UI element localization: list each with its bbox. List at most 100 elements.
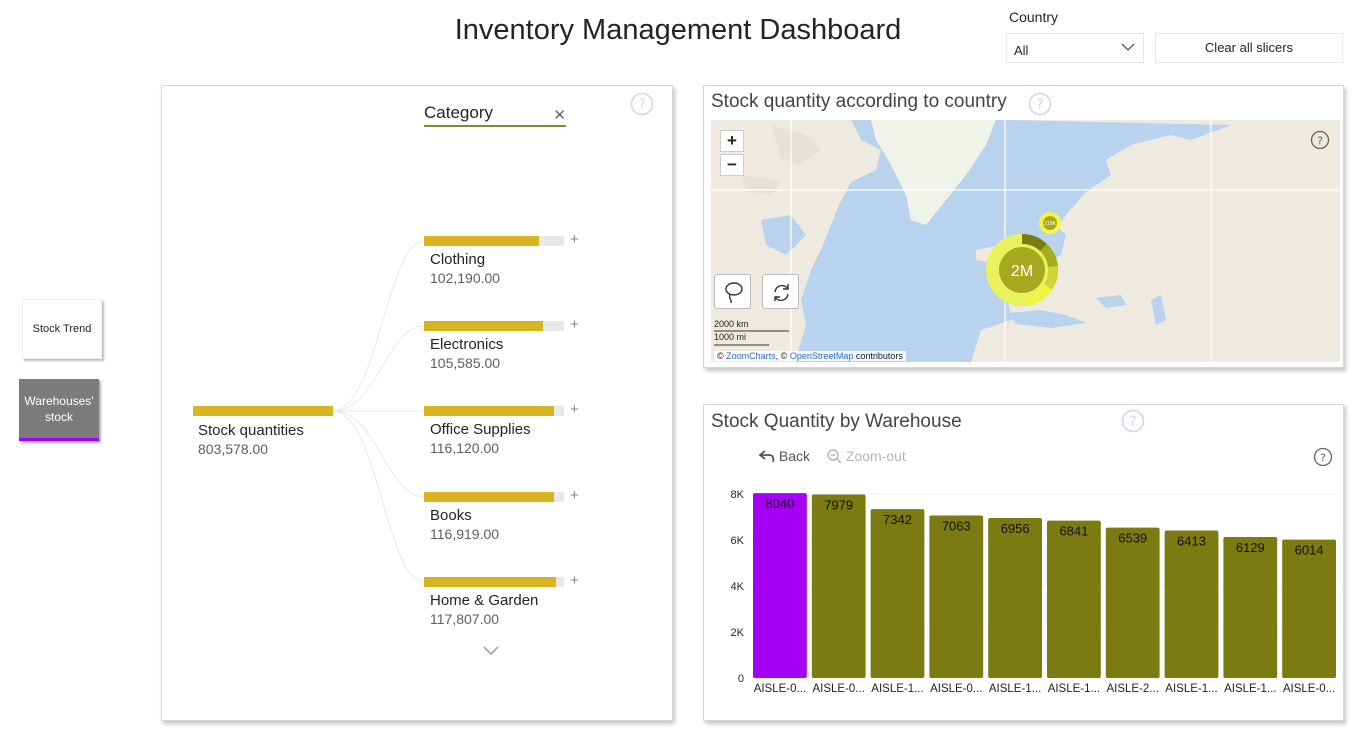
reset-map-button[interactable] xyxy=(762,274,799,309)
help-icon[interactable]: ? xyxy=(1028,92,1052,116)
chevron-down-icon[interactable] xyxy=(482,643,500,657)
sea-hudson-bay xyxy=(761,215,806,255)
bar[interactable] xyxy=(1223,537,1278,678)
x-tick-label: AISLE-1... xyxy=(989,683,1041,695)
chevron-down-icon xyxy=(1121,43,1135,51)
country-dropdown[interactable]: All xyxy=(1006,33,1144,63)
cluster-segment xyxy=(1026,284,1052,306)
tree-node-bar-office-supplies[interactable] xyxy=(424,406,564,416)
bar[interactable] xyxy=(870,509,925,678)
map-geography: 2M 210K xyxy=(711,120,1340,362)
tree-node-label: Office Supplies xyxy=(430,421,531,438)
back-arrow-icon xyxy=(758,450,775,463)
clear-all-slicers-button[interactable]: Clear all slicers xyxy=(1155,33,1343,63)
tree-node-bar-fill xyxy=(424,577,556,587)
help-icon[interactable]: ? xyxy=(630,92,654,116)
category-level-header[interactable]: Category ✕ xyxy=(424,103,566,127)
expand-plus-icon[interactable]: + xyxy=(570,401,579,418)
cluster-core xyxy=(1043,216,1057,230)
x-tick-label: AISLE-2... xyxy=(1106,683,1158,695)
zoom-in-button[interactable]: + xyxy=(720,130,744,152)
expand-plus-icon[interactable]: + xyxy=(570,487,579,504)
sea-black xyxy=(1096,295,1126,308)
tree-connectors xyxy=(332,240,425,583)
bar[interactable] xyxy=(1282,539,1336,678)
stock-trend-nav-button[interactable]: Stock Trend xyxy=(22,299,102,359)
bar-data-label: 7063 xyxy=(942,519,971,534)
tree-node-label: Electronics xyxy=(430,336,504,353)
map-scale: 2000 km 1000 mi xyxy=(714,319,790,342)
svg-text:?: ? xyxy=(638,97,645,113)
bar[interactable] xyxy=(811,494,866,678)
tree-node-bar-home-garden[interactable] xyxy=(424,577,564,587)
close-icon[interactable]: ✕ xyxy=(553,107,566,124)
bar[interactable] xyxy=(988,518,1042,678)
bar[interactable] xyxy=(1105,527,1160,678)
tree-node-bar-fill xyxy=(424,492,555,502)
map-cluster-main: 2M xyxy=(986,233,1059,306)
tree-node-bar-clothing[interactable] xyxy=(424,236,564,246)
expand-plus-icon[interactable]: + xyxy=(570,231,579,248)
tree-node-label: Books xyxy=(430,507,472,524)
bar-data-label: 6956 xyxy=(1001,521,1030,536)
zoom-out-button[interactable]: Zoom-out xyxy=(826,448,906,464)
bar-data-label: 6413 xyxy=(1177,534,1206,549)
stock-trend-label: Stock Trend xyxy=(32,323,92,335)
sea-caspian xyxy=(1151,295,1166,325)
x-tick-label: AISLE-0... xyxy=(754,683,806,695)
x-tick-label: AISLE-0... xyxy=(1283,683,1335,695)
tree-node-bar-fill xyxy=(424,321,543,331)
tree-node-bar-electronics[interactable] xyxy=(424,321,564,331)
cluster-segment xyxy=(1022,233,1047,251)
tree-node-label: Home & Garden xyxy=(430,592,539,609)
bar[interactable] xyxy=(1164,530,1219,678)
y-tick-label: 8K xyxy=(731,489,745,501)
back-button[interactable]: Back xyxy=(758,448,810,464)
y-tick-label: 6K xyxy=(731,535,745,547)
magnifier-minus-icon xyxy=(827,449,842,464)
tree-root-bar[interactable] xyxy=(193,406,333,416)
bar[interactable] xyxy=(1047,520,1101,678)
tree-node-bar-books[interactable] xyxy=(424,492,564,502)
cluster-label: 2M xyxy=(1011,263,1033,280)
expand-plus-icon[interactable]: + xyxy=(570,316,579,333)
landmass-africa xyxy=(971,320,1091,362)
bar[interactable] xyxy=(753,493,807,678)
cluster-segment xyxy=(1044,266,1059,290)
bar-data-label: 7342 xyxy=(883,512,912,527)
map-cluster-small: 210K xyxy=(1039,212,1061,234)
y-tick-label: 0 xyxy=(738,673,744,685)
page-title: Inventory Management Dashboard xyxy=(454,14,902,46)
landmass-eurasia xyxy=(1006,120,1340,362)
zoom-out-label: Zoom-out xyxy=(845,448,906,464)
tree-node-bar-fill xyxy=(424,236,539,246)
map-canvas[interactable]: 2M 210K + − 2000 km 1000 mi © ZoomCharts… xyxy=(711,120,1340,362)
warehouses-stock-nav-button[interactable]: Warehouses' stock xyxy=(19,379,99,441)
bar-data-label: 6129 xyxy=(1236,540,1265,555)
help-icon[interactable]: ? xyxy=(1121,409,1145,433)
category-header-label: Category xyxy=(424,103,493,122)
warehouses-label-line1: Warehouses' xyxy=(24,393,94,408)
bar-data-label: 7979 xyxy=(824,497,853,512)
openstreetmap-link[interactable]: OpenStreetMap xyxy=(789,351,854,361)
credit-separator: , © xyxy=(775,351,788,361)
zoomcharts-link[interactable]: ZoomCharts xyxy=(726,351,776,361)
map-visual[interactable]: Stock quantity according to country ? xyxy=(703,85,1344,368)
expand-plus-icon[interactable]: + xyxy=(570,572,579,589)
credit-suffix: contributors xyxy=(855,351,903,361)
tree-node-value: 102,190.00 xyxy=(430,270,501,286)
tree-root-label: Stock quantities xyxy=(198,422,304,439)
zoom-out-button[interactable]: − xyxy=(720,154,744,176)
bar-data-label: 6014 xyxy=(1295,543,1324,558)
lasso-tool-button[interactable] xyxy=(714,274,751,309)
bar-data-label: 6539 xyxy=(1118,531,1147,546)
help-icon[interactable]: ? xyxy=(1313,447,1333,467)
help-icon[interactable]: ? xyxy=(1310,130,1330,150)
bar-chart-visual[interactable]: Stock Quantity by Warehouse ? Back Zoom-… xyxy=(703,404,1344,721)
decomposition-tree-visual[interactable]: ? Category ✕ Stock quantities 803,578.00… xyxy=(161,85,673,721)
landmass-greenland xyxy=(871,120,996,225)
svg-text:?: ? xyxy=(1036,97,1043,113)
credit-prefix: © xyxy=(717,351,724,361)
bar[interactable] xyxy=(929,515,984,678)
cluster-core xyxy=(999,247,1045,293)
